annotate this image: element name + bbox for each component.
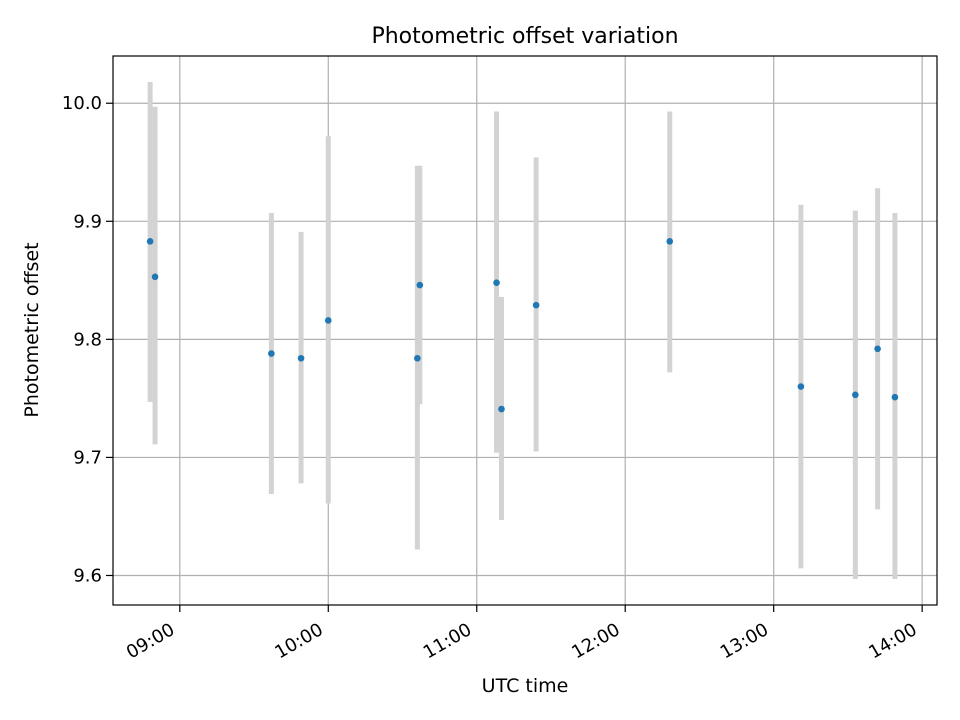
data-point	[874, 345, 881, 353]
y-axis-label: Photometric offset	[21, 242, 43, 417]
data-point	[666, 238, 674, 245]
error-bars	[147, 81, 898, 580]
data-points	[146, 238, 899, 413]
x-tick-label: 14:00	[865, 619, 920, 663]
data-point	[797, 383, 805, 390]
x-tick-label: 09:00	[123, 619, 178, 663]
x-tick-label: 11:00	[420, 619, 475, 663]
chart-title: Photometric offset variation	[371, 24, 678, 49]
plot-area	[112, 55, 938, 606]
data-point	[416, 281, 424, 289]
y-tick-label: 9.8	[73, 329, 102, 350]
data-point	[852, 391, 859, 399]
data-point	[146, 238, 154, 245]
y-tick-label: 9.7	[73, 447, 102, 468]
data-point	[532, 301, 540, 309]
data-point	[268, 350, 275, 357]
x-axis-label: UTC time	[482, 675, 569, 697]
data-point	[891, 393, 899, 401]
grid	[113, 56, 937, 605]
y-tick-label: 10.0	[62, 93, 102, 114]
x-tick-label: 13:00	[717, 619, 772, 663]
x-tick-label: 10:00	[271, 619, 326, 663]
x-axis: 09:00 10:00 11:00 12:00 13:00 14:00	[123, 605, 923, 663]
y-tick-label: 9.9	[73, 211, 102, 232]
y-tick-label: 9.6	[73, 565, 102, 586]
x-tick-label: 12:00	[568, 619, 623, 663]
data-point	[297, 354, 305, 362]
data-point	[493, 279, 500, 286]
data-point	[151, 273, 159, 281]
y-axis: 9.6 9.7 9.8 9.9 10.0	[62, 93, 113, 586]
data-point	[414, 354, 421, 362]
data-point	[324, 317, 332, 324]
data-point	[498, 405, 505, 413]
